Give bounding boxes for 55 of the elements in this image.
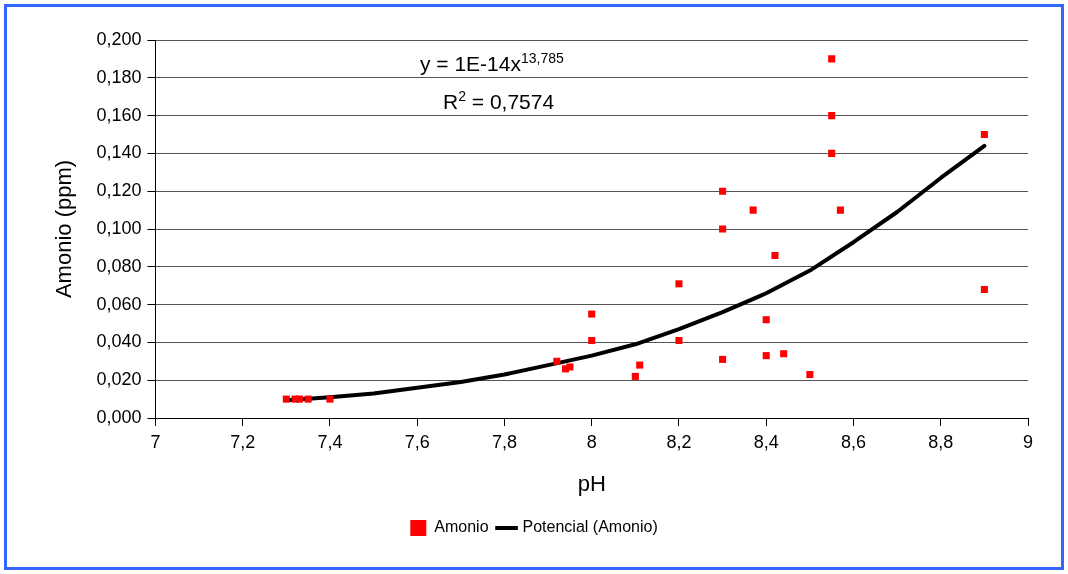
y-tick-label: 0,020 [96, 369, 142, 390]
point [828, 55, 836, 63]
y-tick-label: 0,120 [96, 180, 142, 201]
y-tick-label: 0,000 [96, 406, 142, 427]
point [631, 372, 639, 380]
legend-label: Potencial (Amonio) [522, 518, 658, 536]
y-tick-label: 0,180 [96, 66, 142, 87]
point [295, 395, 303, 403]
point [771, 251, 779, 259]
y-tick-label: 0,040 [96, 331, 142, 352]
y-tick-label: 0,200 [96, 28, 142, 49]
point [326, 395, 334, 403]
x-tick-label: 8,8 [928, 431, 954, 452]
y-tick-label: 0,080 [96, 255, 142, 276]
point [675, 280, 683, 288]
x-tick-label: 8,6 [840, 431, 866, 452]
x-tick-label: 8,2 [666, 431, 692, 452]
point [719, 355, 727, 363]
y-tick-label: 0,100 [96, 217, 142, 238]
point [836, 206, 844, 214]
x-tick-label: 7 [150, 431, 161, 452]
point [780, 350, 788, 358]
x-tick-label: 9 [1022, 431, 1034, 452]
annotation: y = 1E-14x$^{13,785}$ [420, 50, 564, 76]
x-axis-title: pH [577, 470, 606, 496]
point [806, 370, 814, 379]
point [719, 225, 727, 233]
point [980, 285, 988, 294]
point [636, 361, 644, 369]
point [553, 357, 561, 365]
x-tick-label: 7,8 [491, 431, 517, 452]
y-tick-label: 0,140 [96, 142, 142, 163]
legend-label: Amonio [434, 518, 489, 536]
point [749, 206, 757, 214]
point [980, 130, 988, 139]
point [588, 310, 596, 318]
point [828, 149, 836, 157]
point [588, 336, 596, 345]
y-axis-title: Amonio (ppm) [51, 159, 77, 299]
point [282, 395, 290, 403]
y-tick-label: 0,060 [96, 293, 142, 314]
point [304, 395, 312, 403]
x-tick-label: 7,2 [230, 431, 256, 452]
point [719, 187, 727, 195]
point [762, 352, 770, 360]
x-tick-label: 8,4 [753, 431, 779, 452]
point [566, 363, 574, 371]
annotation: R$^{2}$ = 0,7574 [443, 88, 555, 114]
x-tick-label: 8 [586, 431, 597, 452]
point [828, 112, 836, 120]
point [762, 316, 770, 324]
y-tick-label: 0,160 [96, 104, 142, 125]
x-tick-label: 7,6 [404, 431, 430, 452]
x-tick-label: 7,4 [317, 431, 343, 452]
point [675, 336, 683, 345]
